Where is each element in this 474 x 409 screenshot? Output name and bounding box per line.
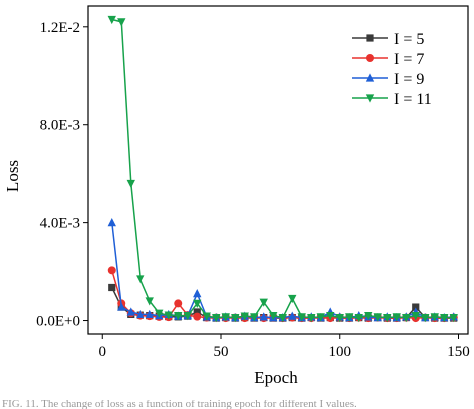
x-tick-label: 50 [214, 344, 229, 360]
data-point [354, 314, 363, 323]
data-point [307, 314, 316, 323]
data-point [440, 314, 449, 323]
data-point [155, 309, 164, 318]
data-point [231, 314, 240, 323]
data-point [174, 312, 183, 321]
data-point [411, 312, 420, 321]
data-point [136, 275, 145, 284]
data-point [421, 314, 430, 323]
data-point [108, 283, 116, 292]
data-point [412, 303, 420, 311]
data-point [278, 314, 287, 323]
data-point [335, 314, 344, 323]
x-tick-label: 0 [99, 344, 107, 360]
legend-marker [366, 34, 374, 42]
data-point [364, 312, 373, 321]
data-point [402, 314, 411, 323]
legend-marker [365, 94, 375, 103]
legend-label: I = 9 [394, 71, 424, 88]
data-point [250, 313, 259, 322]
data-point [345, 313, 354, 322]
series-3 [107, 218, 458, 322]
data-point [145, 297, 154, 306]
data-point [126, 179, 135, 189]
legend-label: I = 7 [394, 51, 424, 68]
x-tick-label: 100 [329, 344, 352, 360]
data-point [193, 312, 202, 321]
y-tick-label: 0.0E+0 [36, 314, 80, 330]
legend-marker [366, 54, 374, 62]
data-point [383, 314, 392, 323]
data-point [145, 309, 154, 319]
data-point [297, 313, 306, 322]
data-point [221, 313, 230, 322]
axes-frame: 0 50 100 150 0.0E+0 4.0E-3 8.0E-3 1.2E-2 [36, 5, 470, 360]
data-point [392, 313, 401, 322]
data-point [288, 311, 297, 320]
y-tick-label: 4.0E-3 [40, 216, 80, 232]
series-line [111, 270, 454, 319]
data-point [107, 218, 116, 227]
data-point [212, 314, 221, 323]
data-point [259, 312, 268, 321]
data-point [316, 313, 325, 322]
data-point [107, 15, 116, 25]
data-point [174, 299, 183, 308]
data-point [373, 313, 382, 322]
legend-label: I = 11 [394, 91, 432, 108]
data-point [126, 307, 135, 316]
data-point [202, 312, 211, 321]
x-axis-title: Epoch [254, 368, 298, 387]
data-point [288, 294, 297, 304]
data-point [164, 311, 173, 320]
data-point [193, 308, 201, 316]
data-point [107, 266, 116, 275]
data-point [136, 309, 145, 319]
legend-label: I = 5 [394, 31, 424, 48]
figure-caption: FIG. 11. The change of loss as a functio… [2, 400, 357, 409]
data-point [269, 312, 278, 321]
data-point [449, 314, 458, 323]
series-layer [107, 15, 458, 323]
data-point [193, 289, 202, 298]
data-point [259, 298, 268, 307]
data-point [117, 302, 126, 311]
plot-frame [87, 5, 469, 335]
legend: I = 5 I = 7 I = 9 I = 11 [352, 31, 432, 108]
data-point [430, 313, 439, 322]
data-point [240, 312, 249, 321]
y-tick-label: 1.2E-2 [40, 20, 80, 36]
y-tick-label: 8.0E-3 [40, 118, 80, 134]
data-point [183, 312, 192, 321]
y-axis-title: Loss [3, 160, 22, 192]
data-point [326, 312, 335, 321]
data-point [117, 18, 126, 27]
data-point [193, 299, 202, 309]
series-line [111, 222, 454, 319]
x-tick-label: 150 [447, 344, 470, 360]
series-4 [107, 15, 458, 323]
legend-marker [365, 73, 375, 82]
